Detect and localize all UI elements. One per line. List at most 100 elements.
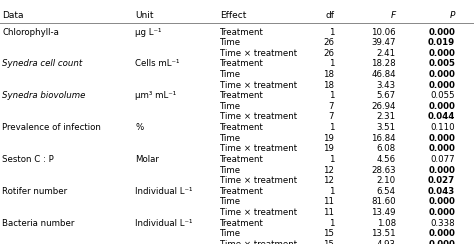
Text: Unit: Unit: [135, 11, 154, 20]
Text: Time: Time: [220, 102, 242, 111]
Text: Data: Data: [2, 11, 24, 20]
Text: 0.000: 0.000: [428, 166, 455, 174]
Text: df: df: [325, 11, 334, 20]
Text: 0.000: 0.000: [428, 81, 455, 90]
Text: 0.000: 0.000: [428, 134, 455, 143]
Text: 0.000: 0.000: [428, 229, 455, 238]
Text: 81.60: 81.60: [371, 197, 396, 206]
Text: Synedra cell count: Synedra cell count: [2, 60, 82, 68]
Text: Time × treatment: Time × treatment: [220, 49, 298, 58]
Text: 12: 12: [323, 176, 334, 185]
Text: 2.10: 2.10: [377, 176, 396, 185]
Text: 39.47: 39.47: [371, 38, 396, 47]
Text: 0.000: 0.000: [428, 102, 455, 111]
Text: 0.000: 0.000: [428, 70, 455, 79]
Text: 2.31: 2.31: [377, 112, 396, 122]
Text: 0.338: 0.338: [430, 219, 455, 228]
Text: 1: 1: [328, 60, 334, 68]
Text: 26: 26: [323, 38, 334, 47]
Text: 19: 19: [323, 134, 334, 143]
Text: 0.005: 0.005: [428, 60, 455, 68]
Text: μg L⁻¹: μg L⁻¹: [135, 28, 162, 37]
Text: 1: 1: [328, 155, 334, 164]
Text: 18: 18: [323, 81, 334, 90]
Text: 7: 7: [328, 102, 334, 111]
Text: 0.055: 0.055: [430, 91, 455, 100]
Text: Cells mL⁻¹: Cells mL⁻¹: [135, 60, 180, 68]
Text: 4.56: 4.56: [377, 155, 396, 164]
Text: %: %: [135, 123, 143, 132]
Text: 19: 19: [323, 144, 334, 153]
Text: 12: 12: [323, 166, 334, 174]
Text: Time: Time: [220, 70, 242, 79]
Text: 28.63: 28.63: [371, 166, 396, 174]
Text: Treatment: Treatment: [220, 91, 264, 100]
Text: Time: Time: [220, 197, 242, 206]
Text: Seston C : P: Seston C : P: [2, 155, 54, 164]
Text: Bacteria number: Bacteria number: [2, 219, 75, 228]
Text: Time × treatment: Time × treatment: [220, 176, 298, 185]
Text: 0.043: 0.043: [428, 187, 455, 196]
Text: 18.28: 18.28: [371, 60, 396, 68]
Text: Rotifer number: Rotifer number: [2, 187, 67, 196]
Text: Time × treatment: Time × treatment: [220, 81, 298, 90]
Text: Time × treatment: Time × treatment: [220, 144, 298, 153]
Text: 16.84: 16.84: [371, 134, 396, 143]
Text: 2.41: 2.41: [377, 49, 396, 58]
Text: Time: Time: [220, 134, 242, 143]
Text: Treatment: Treatment: [220, 155, 264, 164]
Text: Molar: Molar: [135, 155, 159, 164]
Text: 0.019: 0.019: [428, 38, 455, 47]
Text: 0.077: 0.077: [430, 155, 455, 164]
Text: 13.51: 13.51: [371, 229, 396, 238]
Text: Time × treatment: Time × treatment: [220, 208, 298, 217]
Text: 26: 26: [323, 49, 334, 58]
Text: 11: 11: [323, 197, 334, 206]
Text: Prevalence of infection: Prevalence of infection: [2, 123, 101, 132]
Text: 11: 11: [323, 208, 334, 217]
Text: 46.84: 46.84: [371, 70, 396, 79]
Text: Time × treatment: Time × treatment: [220, 240, 298, 244]
Text: 18: 18: [323, 70, 334, 79]
Text: 15: 15: [323, 229, 334, 238]
Text: 6.08: 6.08: [377, 144, 396, 153]
Text: 1: 1: [328, 28, 334, 37]
Text: Synedra biovolume: Synedra biovolume: [2, 91, 86, 100]
Text: Time × treatment: Time × treatment: [220, 112, 298, 122]
Text: Treatment: Treatment: [220, 123, 264, 132]
Text: 0.110: 0.110: [430, 123, 455, 132]
Text: Treatment: Treatment: [220, 219, 264, 228]
Text: Individual L⁻¹: Individual L⁻¹: [135, 219, 192, 228]
Text: 1: 1: [328, 91, 334, 100]
Text: 10.06: 10.06: [371, 28, 396, 37]
Text: Treatment: Treatment: [220, 28, 264, 37]
Text: μm³ mL⁻¹: μm³ mL⁻¹: [135, 91, 176, 100]
Text: 26.94: 26.94: [371, 102, 396, 111]
Text: 3.51: 3.51: [377, 123, 396, 132]
Text: 1.08: 1.08: [377, 219, 396, 228]
Text: Treatment: Treatment: [220, 187, 264, 196]
Text: Time: Time: [220, 38, 242, 47]
Text: 0.000: 0.000: [428, 208, 455, 217]
Text: 4.93: 4.93: [377, 240, 396, 244]
Text: 5.67: 5.67: [377, 91, 396, 100]
Text: 13.49: 13.49: [371, 208, 396, 217]
Text: Chlorophyll-a: Chlorophyll-a: [2, 28, 59, 37]
Text: 6.54: 6.54: [377, 187, 396, 196]
Text: 7: 7: [328, 112, 334, 122]
Text: Time: Time: [220, 166, 242, 174]
Text: Time: Time: [220, 229, 242, 238]
Text: 0.000: 0.000: [428, 197, 455, 206]
Text: Treatment: Treatment: [220, 60, 264, 68]
Text: 0.000: 0.000: [428, 240, 455, 244]
Text: 15: 15: [323, 240, 334, 244]
Text: 1: 1: [328, 219, 334, 228]
Text: 1: 1: [328, 123, 334, 132]
Text: F: F: [391, 11, 396, 20]
Text: 1: 1: [328, 187, 334, 196]
Text: 0.000: 0.000: [428, 144, 455, 153]
Text: 0.000: 0.000: [428, 28, 455, 37]
Text: 3.43: 3.43: [377, 81, 396, 90]
Text: P: P: [450, 11, 455, 20]
Text: Individual L⁻¹: Individual L⁻¹: [135, 187, 192, 196]
